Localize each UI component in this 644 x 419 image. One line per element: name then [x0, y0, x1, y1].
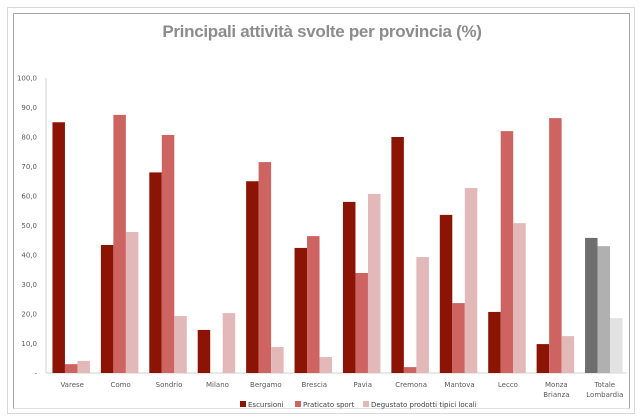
legend-label: Degustato prodotti tipici locali: [371, 401, 477, 409]
bar-praticato-sport-totale-lombardia: [597, 246, 611, 373]
y-tick-label: 100,0: [17, 75, 37, 83]
chart-title: Principali attività svolte per provincia…: [162, 22, 482, 41]
bar-degustato-prodotti-tipici-locali-mantova: [464, 188, 478, 373]
bar-degustato-prodotti-tipici-locali-monza-brianza: [561, 336, 575, 373]
x-tick-label: Mantova: [444, 381, 474, 389]
x-tick-label: Monza: [545, 381, 568, 389]
y-axis: - 10,0 20,0 30,0 40,0 50,0 60,0 70,0 80,0 90,0 100…: [17, 75, 627, 378]
x-tick-label: Brescia: [302, 381, 328, 389]
chart-outer-frame: [7, 7, 635, 414]
x-tick-label: Totale: [593, 381, 615, 389]
bar-praticato-sport-mantova: [452, 303, 465, 373]
bar-praticato-sport-varese: [64, 364, 78, 373]
bar-escursioni-brescia: [294, 247, 308, 373]
x-axis-labels: Varese Como Sondrio Milano Bergamo Brescia Pav…: [60, 381, 623, 399]
x-tick-label: Bergamo: [250, 381, 282, 389]
bar-praticato-sport-monza-brianza: [549, 118, 562, 374]
chart-inner-frame: [13, 13, 630, 409]
x-tick-label: Sondrio: [156, 381, 183, 389]
bar-escursioni-mantova: [439, 214, 453, 373]
y-tick-label: 10,0: [21, 340, 37, 348]
x-tick-label: Como: [110, 381, 130, 389]
y-tick-label: -: [34, 370, 37, 378]
x-tick-label: Brianza: [543, 391, 569, 399]
bars: [52, 114, 623, 374]
bar-praticato-sport-como: [113, 114, 126, 373]
bar-escursioni-sondrio: [149, 172, 162, 373]
bar-praticato-sport-sondrio: [161, 134, 175, 373]
bar-degustato-prodotti-tipici-locali-sondrio: [174, 316, 187, 373]
bar-escursioni-como: [100, 244, 114, 373]
legend-label: Praticato sport: [303, 401, 355, 409]
bar-escursioni-milano: [197, 329, 211, 373]
bar-escursioni-pavia: [342, 201, 356, 373]
bar-praticato-sport-cremona: [403, 367, 417, 373]
bar-degustato-prodotti-tipici-locali-milano: [222, 313, 236, 373]
bar-praticato-sport-brescia: [307, 236, 320, 373]
bar-escursioni-monza-brianza: [536, 344, 550, 373]
y-tick-label: 50,0: [21, 222, 37, 230]
y-tick-label: 90,0: [21, 104, 37, 112]
bar-escursioni-varese: [52, 122, 65, 373]
bar-degustato-prodotti-tipici-locali-pavia: [367, 193, 381, 373]
bar-escursioni-cremona: [391, 137, 404, 373]
bar-degustato-prodotti-tipici-locali-como: [125, 231, 139, 373]
bar-degustato-prodotti-tipici-locali-brescia: [319, 357, 333, 373]
legend-swatch: [363, 401, 369, 407]
bar-escursioni-lecco: [488, 311, 501, 373]
bar-praticato-sport-lecco: [500, 131, 514, 373]
y-tick-label: 70,0: [21, 163, 37, 171]
bar-degustato-prodotti-tipici-locali-varese: [77, 360, 90, 373]
y-tick-label: 80,0: [21, 134, 37, 142]
legend-swatch: [295, 401, 301, 407]
bar-degustato-prodotti-tipici-locali-totale-lombardia: [610, 318, 623, 373]
bar-degustato-prodotti-tipici-locali-cremona: [416, 257, 429, 373]
y-tick-label: 20,0: [21, 311, 37, 319]
legend-swatch: [240, 401, 246, 407]
bar-degustato-prodotti-tipici-locali-bergamo: [271, 347, 284, 373]
legend-label: Escursioni: [248, 401, 284, 409]
bar-degustato-prodotti-tipici-locali-lecco: [513, 223, 526, 373]
legend: Escursioni Praticato sport Degustato prodo…: [240, 401, 477, 409]
y-tick-label: 60,0: [21, 193, 37, 201]
bar-escursioni-bergamo: [246, 181, 259, 373]
bar-escursioni-totale-lombardia: [585, 237, 598, 373]
x-tick-label: Cremona: [395, 381, 427, 389]
x-tick-label: Milano: [206, 381, 229, 389]
y-tick-label: 40,0: [21, 252, 37, 260]
y-tick-label: 30,0: [21, 281, 37, 289]
x-tick-label: Pavia: [353, 381, 372, 389]
x-tick-label: Lombardia: [586, 391, 623, 399]
x-tick-label: Varese: [60, 381, 84, 389]
x-tick-label: Lecco: [498, 381, 518, 389]
bar-praticato-sport-bergamo: [258, 162, 272, 373]
bar-praticato-sport-pavia: [355, 272, 368, 373]
